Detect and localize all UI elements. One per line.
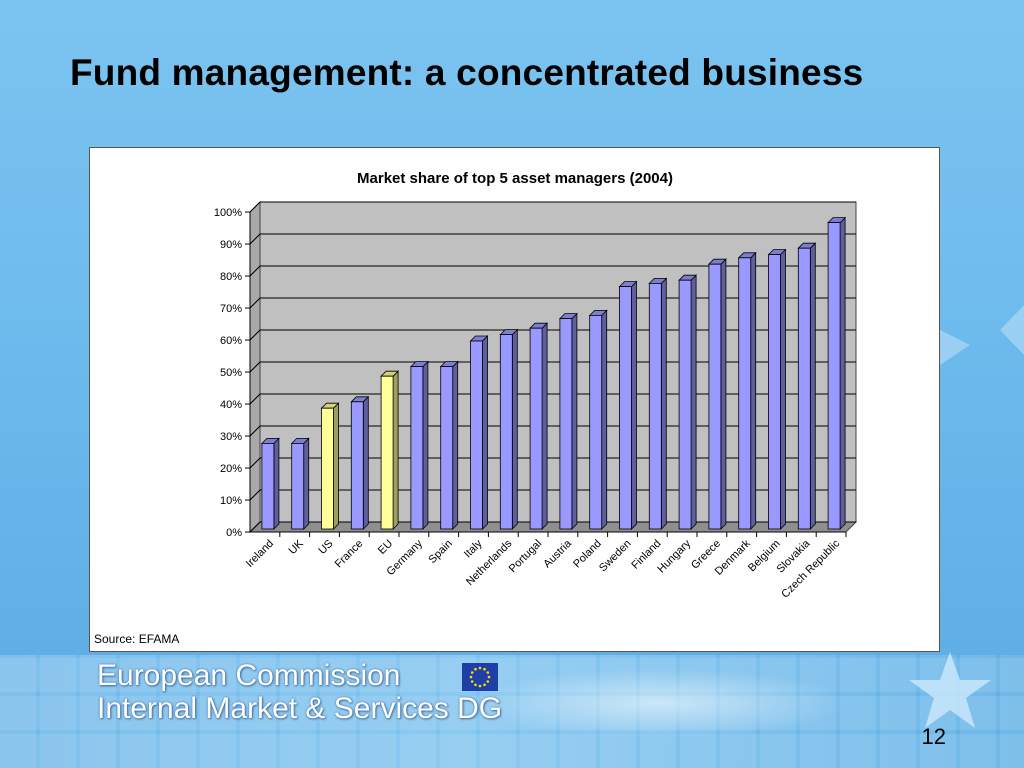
- flag-star-icon: [469, 675, 473, 679]
- bar-poland: [589, 314, 603, 530]
- y-tick-label: 30%: [220, 431, 242, 443]
- x-tick-label: Hungary: [655, 537, 693, 575]
- x-tick-label: UK: [287, 537, 307, 557]
- flag-star-icon: [483, 683, 486, 687]
- bar-side: [273, 437, 280, 530]
- bar-italy: [470, 340, 483, 530]
- bar-sweden: [619, 286, 632, 530]
- bar-finland: [648, 282, 662, 530]
- bar-side: [690, 274, 697, 530]
- bar-side: [511, 328, 518, 530]
- footer-cloud-decoration: [470, 668, 850, 738]
- flag-star-icon: [486, 680, 490, 683]
- x-tick-label: Austria: [541, 537, 574, 570]
- bar-belgium: [768, 254, 781, 530]
- bar-germany: [410, 366, 424, 530]
- bar-portugal: [529, 327, 543, 530]
- x-tick-label: US: [316, 538, 335, 557]
- y-tick-label: 70%: [220, 303, 242, 315]
- bar-austria: [559, 318, 573, 530]
- bar-side: [780, 248, 786, 530]
- y-tick-label: 90%: [220, 239, 242, 251]
- x-tick-label: Ireland: [244, 538, 276, 570]
- bar-eu: [380, 375, 394, 530]
- bar-side: [422, 360, 429, 530]
- flag-star-icon: [483, 667, 486, 671]
- bar-hungary: [678, 279, 692, 530]
- org-department: Internal Market & Services DG: [97, 692, 503, 725]
- bar-side: [750, 251, 757, 530]
- y-tick-label: 0%: [226, 527, 242, 539]
- bar-side: [571, 312, 578, 530]
- bar-side: [601, 309, 608, 530]
- chart-title: Market share of top 5 asset managers (20…: [357, 170, 673, 187]
- bar-slovakia: [797, 247, 811, 530]
- x-tick-label: Italy: [462, 537, 485, 560]
- bar-chart: Market share of top 5 asset managers (20…: [214, 170, 858, 601]
- plot-floor: [248, 521, 858, 533]
- bar-side: [392, 370, 399, 530]
- slide-title: Fund management: a concentrated business: [70, 52, 864, 93]
- bar-denmark: [738, 257, 752, 530]
- x-tick-label: EU: [376, 538, 395, 557]
- bar-uk: [291, 442, 305, 530]
- flag-star-icon: [478, 684, 482, 688]
- x-tick-label: Portugal: [507, 538, 544, 575]
- flag-star-icon: [486, 671, 490, 674]
- y-gridline: [249, 265, 856, 277]
- bar-side: [809, 242, 816, 530]
- y-tick-label: 100%: [214, 207, 242, 219]
- bar-side: [720, 258, 727, 530]
- y-tick-label: 10%: [220, 495, 242, 507]
- x-tick-label: Sweden: [597, 538, 634, 575]
- bar-side: [333, 402, 339, 530]
- bar-side: [303, 437, 310, 530]
- y-tick-label: 20%: [220, 463, 242, 475]
- chart-panel: Market share of top 5 asset managers (20…: [89, 147, 940, 652]
- bar-greece: [708, 263, 722, 530]
- bar-france: [350, 401, 364, 530]
- flag-star-icon: [474, 667, 477, 671]
- y-gridline: [249, 201, 856, 213]
- bar-side: [452, 360, 459, 530]
- y-tick-label: 80%: [220, 271, 242, 283]
- bar-netherlands: [499, 334, 513, 530]
- flag-star-icon: [478, 666, 482, 670]
- y-tick-label: 50%: [220, 367, 242, 379]
- y-tick-label: 40%: [220, 399, 242, 411]
- page-number: 12: [921, 724, 946, 749]
- bar-spain: [440, 366, 454, 530]
- x-tick-label: France: [333, 538, 366, 571]
- bar-ireland: [261, 442, 275, 530]
- eu-flag-icon: [462, 663, 498, 691]
- bar-side: [362, 395, 369, 530]
- x-tick-label: Spain: [426, 538, 454, 566]
- star-decoration-icon: [909, 652, 991, 728]
- star-decoration-icon: [940, 330, 970, 365]
- flag-star-icon: [470, 671, 474, 674]
- bar-us: [321, 407, 334, 530]
- y-tick-label: 60%: [220, 335, 242, 347]
- flag-star-icon: [470, 680, 474, 683]
- bar-side: [660, 277, 667, 530]
- bar-side: [839, 216, 846, 530]
- flag-star-icon: [474, 683, 477, 687]
- y-gridline: [249, 233, 856, 245]
- org-name: European Commission: [97, 659, 401, 692]
- source-note: Source: EFAMA: [94, 632, 180, 646]
- bar-side: [541, 322, 548, 530]
- bar-side: [482, 335, 488, 530]
- bar-side: [631, 280, 637, 530]
- star-decoration-icon: [1000, 305, 1024, 355]
- flag-star-icon: [487, 675, 491, 679]
- bar-czech-republic: [827, 222, 841, 530]
